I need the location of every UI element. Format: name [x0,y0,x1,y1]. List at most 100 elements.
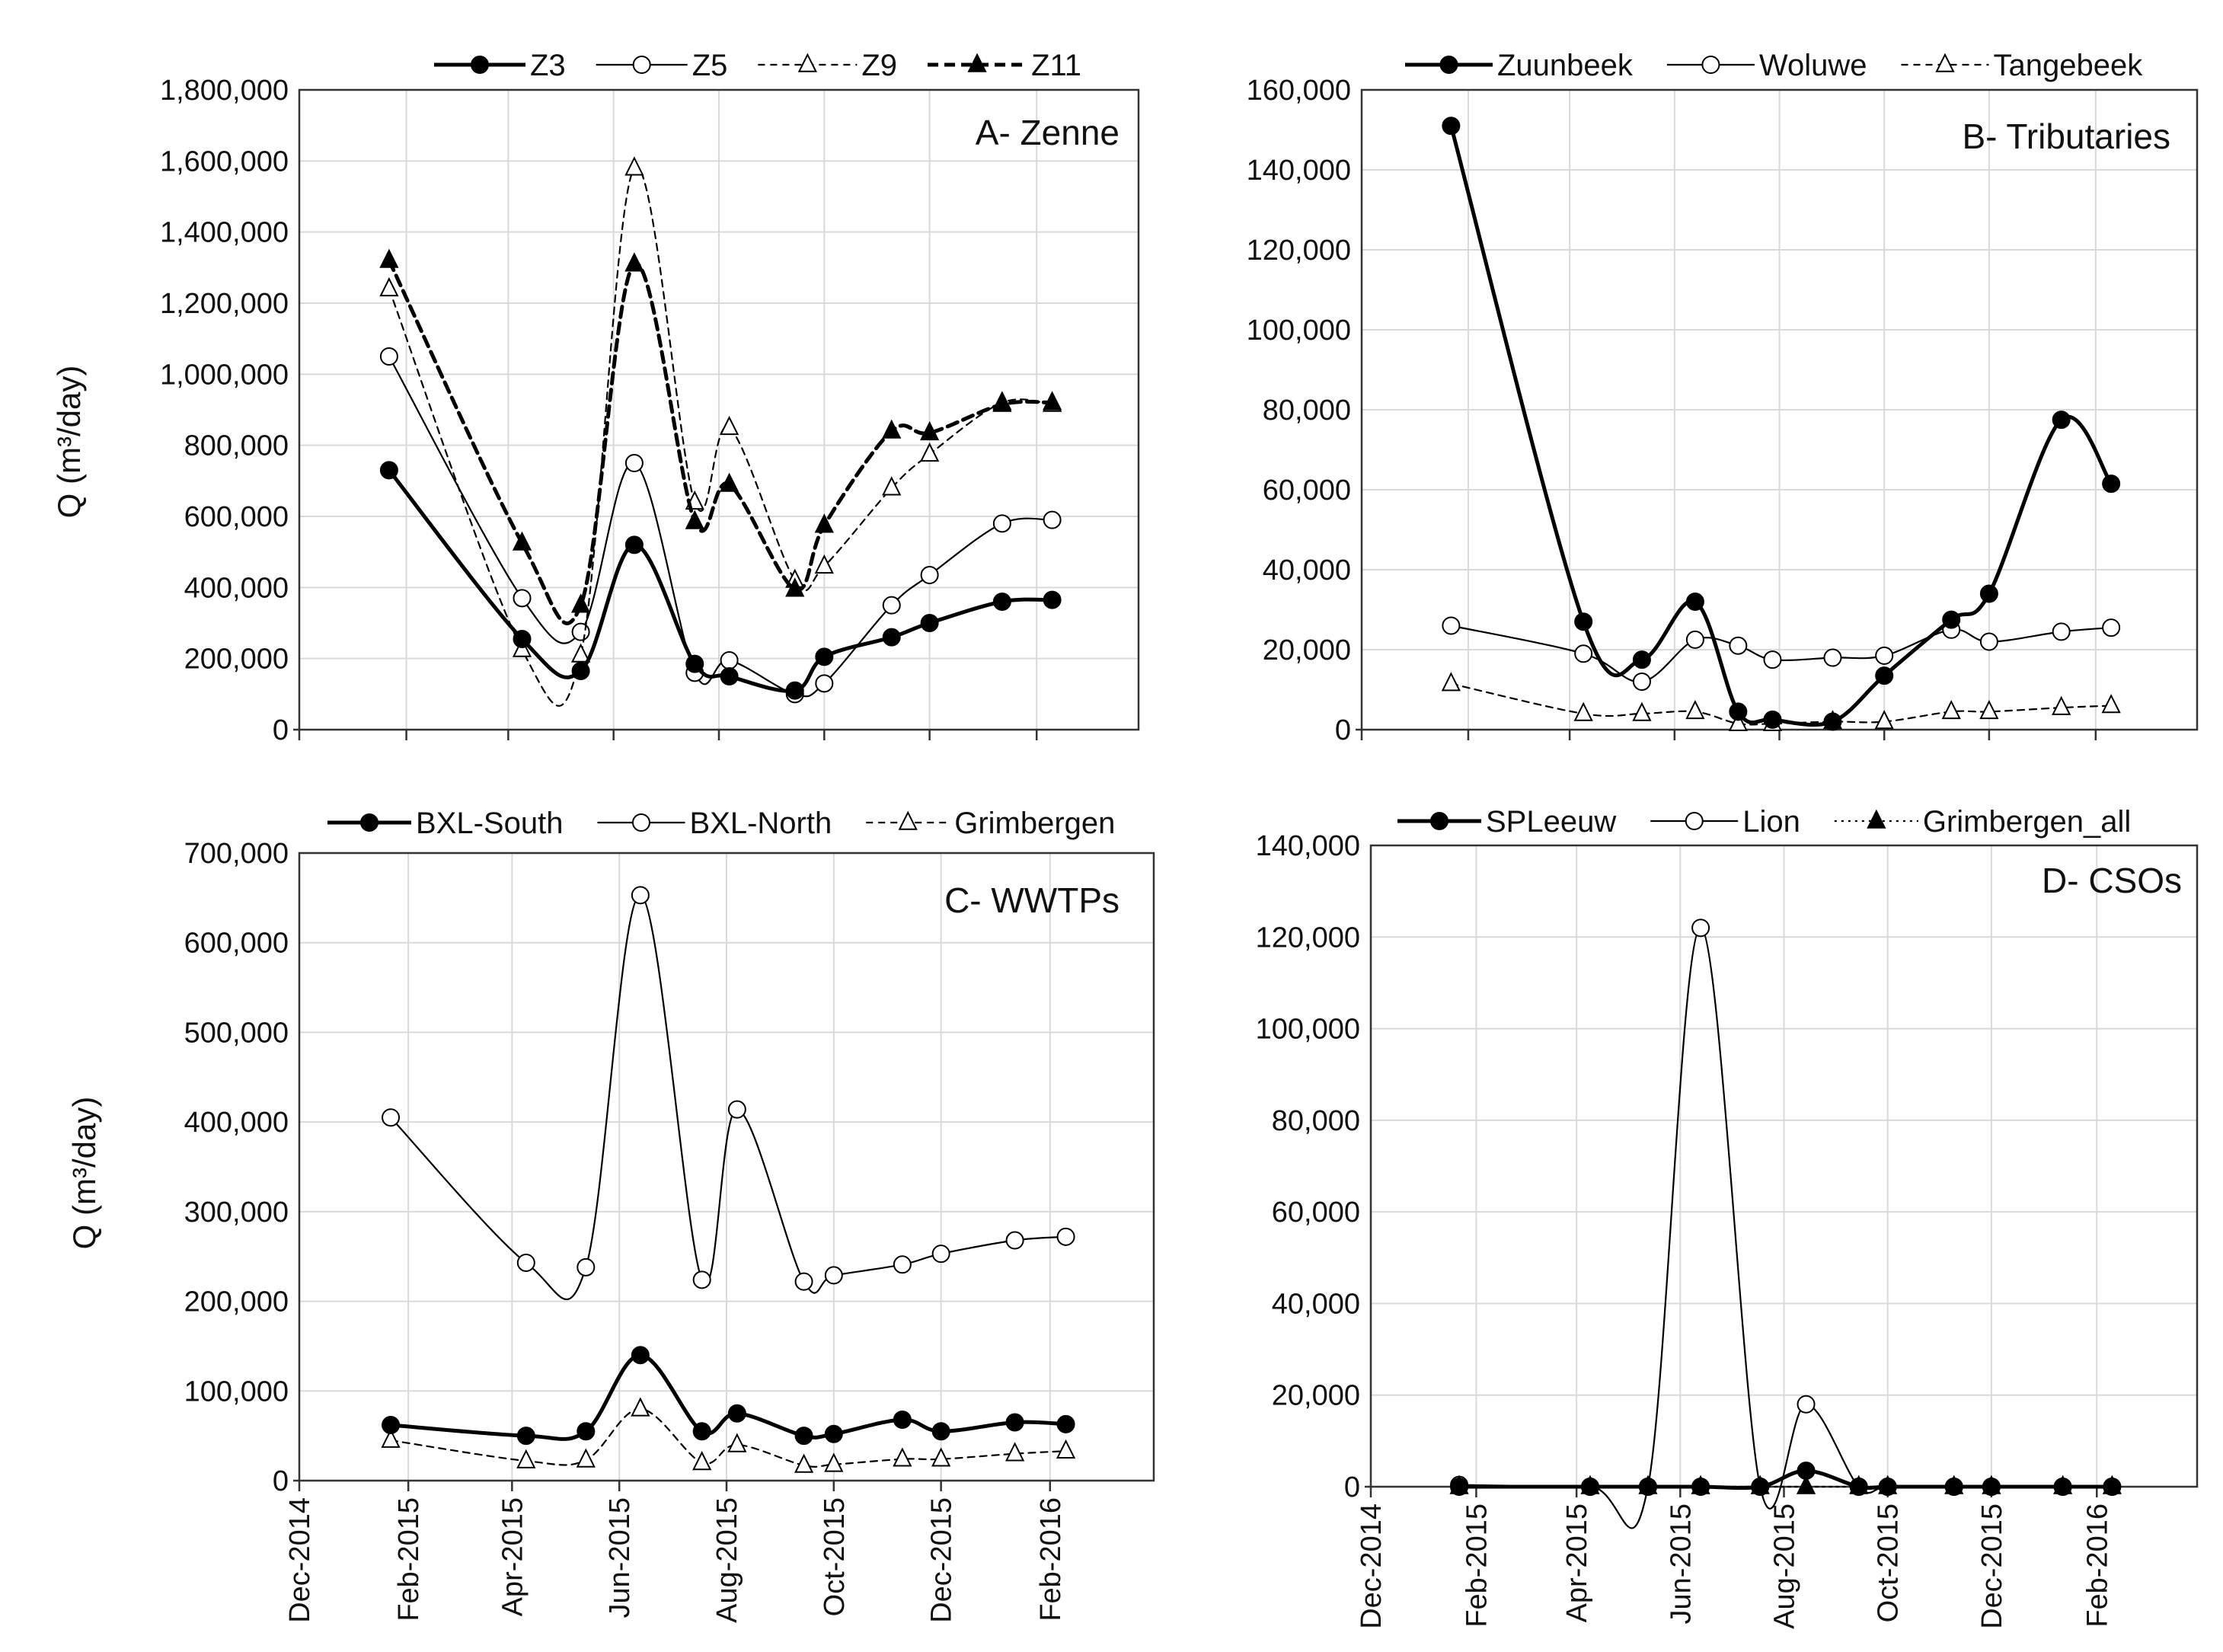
legend-item: Lion [1650,805,1800,839]
x-tick-label: Apr-2015 [1561,1503,1593,1622]
data-point [471,56,489,74]
data-point [1056,1414,1075,1433]
panel-title: A- Zenne [976,113,1119,152]
data-point [379,248,399,268]
data-point [794,1453,814,1473]
data-point [381,1428,401,1448]
y-tick-label: 200,000 [184,644,289,676]
x-tick-label: Dec-2014 [1356,1503,1388,1629]
data-point [1691,1478,1710,1496]
data-point [2101,694,2121,714]
x-axis [1356,728,2097,740]
y-tick-label: 1,200,000 [160,288,289,320]
data-point [516,1253,535,1272]
series-line [389,1408,1067,1468]
x-axis: Dec-2014 Feb-2015 Apr-2015 Jun-2015 Aug-2015… [1356,1485,2113,1629]
data-point [785,577,805,597]
data-point [382,1108,401,1127]
data-point [727,1404,746,1423]
y-tick-label: 300,000 [184,1197,289,1229]
data-point [1874,710,1894,730]
y-axis: 0 100,000 200,000 300,000 400,000 500,000 600,… [184,838,289,1497]
y-tick-label: 80,000 [1263,395,1351,427]
series-grimbergen [381,1397,1076,1473]
data-point [893,1447,912,1467]
y-tick-label: 600,000 [184,928,289,960]
legend-item: Tangebeek [1901,49,2143,82]
data-point [624,454,644,472]
data-point [1944,1478,1963,1496]
data-point [1867,809,1886,829]
panel-title: B- Tributaries [1962,117,2170,156]
data-point [824,1266,843,1285]
data-point [512,531,532,551]
x-tick-label: Jun-2015 [1665,1503,1697,1624]
series-line [1458,927,2113,1529]
legend-label: SPLeeuw [1486,805,1616,839]
y-tick-label: 60,000 [1263,475,1351,506]
y-tick-label: 80,000 [1272,1105,1360,1137]
panel-title: C- WWTPs [944,880,1119,920]
data-point [815,674,834,693]
x-tick-label: Aug-2015 [1769,1503,1801,1629]
data-point [920,614,939,632]
data-point [1580,1478,1599,1496]
data-point [631,1346,650,1365]
data-point [379,276,399,297]
x-axis: Dec-2014 Feb-2015 Apr-2015 Jun-2015 Aug-2015… [284,1479,1067,1623]
data-point [379,347,398,366]
y-tick-label: 400,000 [184,1107,289,1139]
x-tick-label: Jun-2015 [604,1497,636,1618]
y-tick-label: 1,800,000 [160,75,289,107]
y-tick-label: 100,000 [1247,315,1351,347]
data-point [1685,630,1704,649]
y-tick-label: 100,000 [184,1376,289,1408]
series-z9 [379,156,1062,707]
data-point [1875,666,1894,685]
legend-label: Zuunbeek [1497,49,1634,82]
y-axis-label: Q (m³/day) [51,366,87,519]
data-point [1441,672,1461,692]
data-point [632,56,651,74]
data-point [727,1433,747,1452]
series-z11 [379,248,1062,625]
data-point [513,630,532,648]
data-point [893,1410,912,1429]
data-point [360,813,378,832]
data-point [576,1448,596,1468]
x-tick-label: Feb-2016 [2081,1503,2113,1628]
y-tick-label: 0 [273,714,289,746]
legend-label: BXL-North [689,807,832,840]
data-point [2102,618,2121,637]
y-tick-label: 1,400,000 [160,217,289,249]
data-point [1574,612,1593,631]
data-point [1005,1413,1024,1432]
data-point [1005,1231,1024,1250]
y-tick-label: 160,000 [1247,75,1351,107]
data-point [815,647,834,666]
gridlines [1362,89,2197,730]
data-point [1979,584,1998,603]
panel-a-zenne: 0 200,000 400,000 600,000 800,000 1,000,000 1,… [51,49,1140,746]
data-point [814,554,834,574]
data-point [920,420,940,441]
data-point [1685,699,1705,720]
series-bxl-south [382,1346,1075,1446]
y-axis: 0 20,000 40,000 60,000 80,000 100,000 120,000 1… [1247,75,1351,746]
legend: BXL-South BXL-North Grimbergen [327,807,1115,840]
data-point [1729,636,1748,655]
legend-item: Woluwe [1666,49,1867,82]
x-tick-label: Oct-2015 [1873,1503,1905,1622]
data-point [624,252,644,272]
x-tick-label: Apr-2015 [497,1497,529,1616]
series-line [1450,625,2113,683]
series-line [388,1353,1068,1441]
series-line [1457,1468,2114,1491]
y-tick-label: 120,000 [1256,922,1360,954]
series-spleeuw [1450,1461,2122,1496]
data-point [2052,411,2071,430]
x-tick-label: Oct-2015 [819,1497,851,1616]
data-point [992,392,1012,412]
data-point [931,1245,950,1264]
